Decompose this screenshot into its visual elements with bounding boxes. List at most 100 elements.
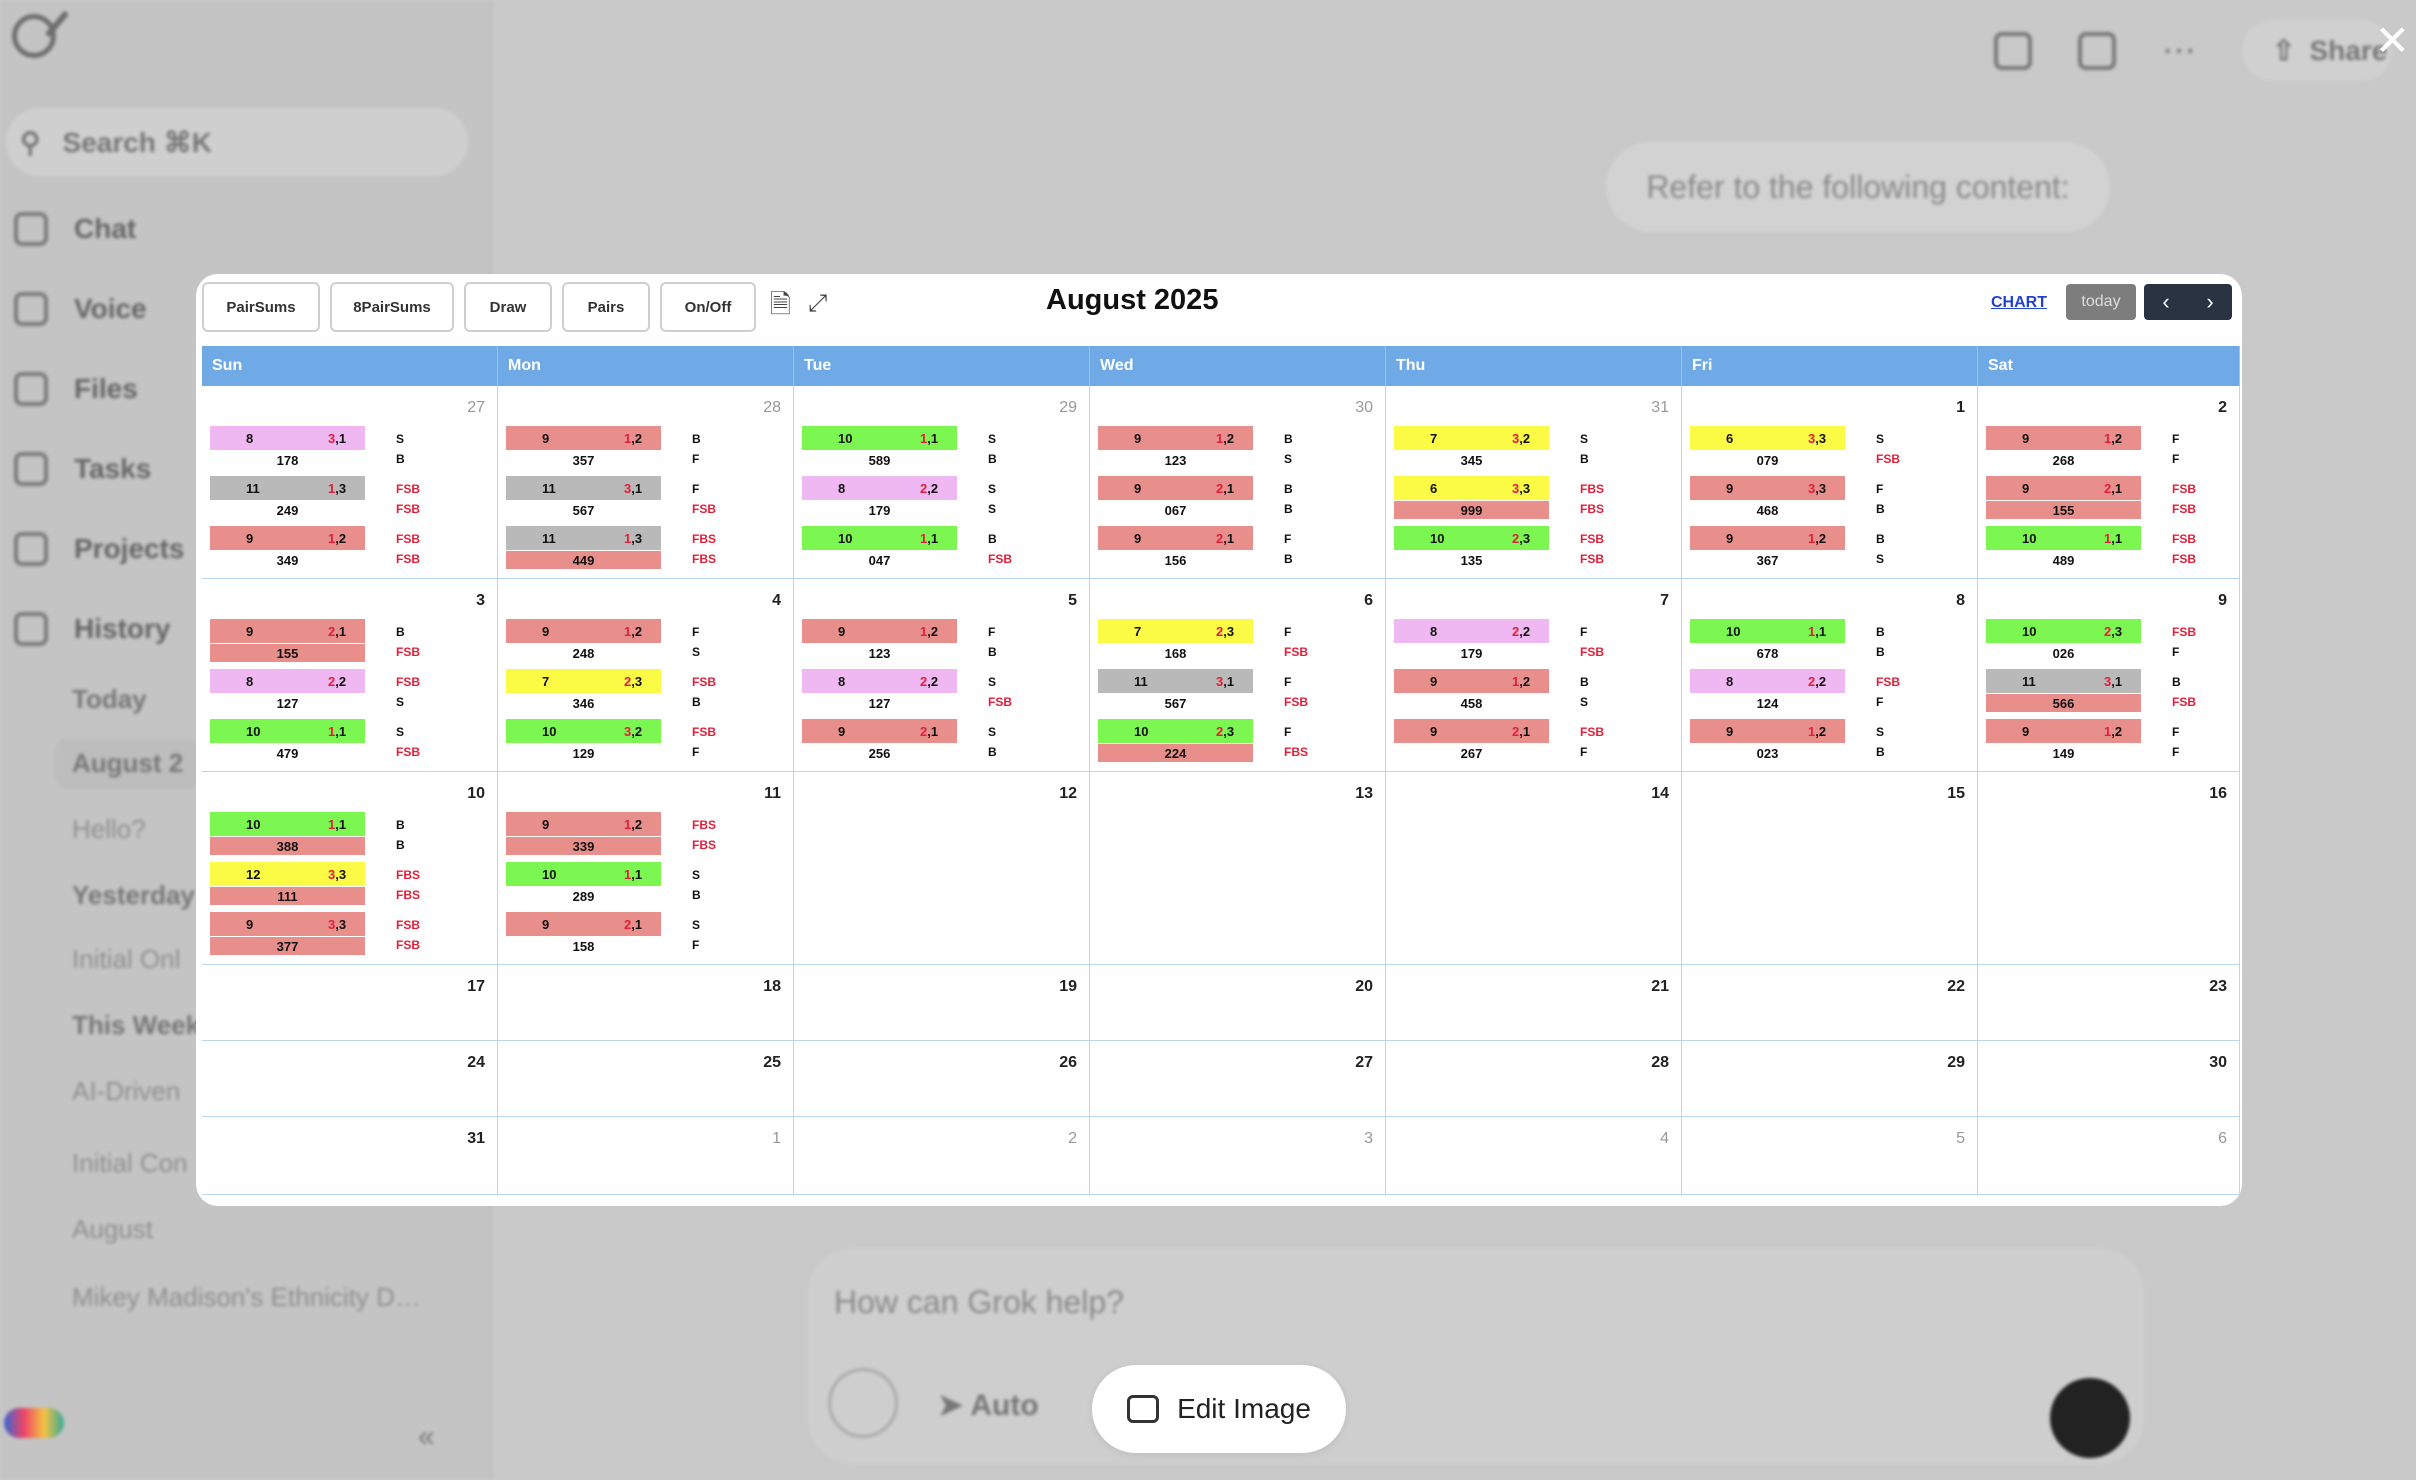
more-icon[interactable]: ⋯ [2162, 31, 2196, 70]
calendar-event[interactable]: 8 2,2 127 S FSB [802, 669, 1012, 711]
day-cell[interactable]: 1 [498, 1117, 794, 1195]
voice-mode-button[interactable] [2050, 1378, 2130, 1458]
history-item[interactable]: Initial Onl [72, 944, 181, 974]
pin-icon[interactable] [2078, 31, 2116, 70]
calendar-event[interactable]: 9 2,1 155 FSB FSB [1986, 476, 2196, 519]
day-cell[interactable]: 12 [794, 772, 1090, 965]
calendar-event[interactable]: 9 3,3 468 F B [1690, 476, 1885, 518]
history-item[interactable]: Initial Con [72, 1148, 188, 1178]
calendar-event[interactable]: 9 1,2 149 F F [1986, 719, 2179, 761]
composer[interactable]: How can Grok help? ➤ Auto [808, 1248, 2144, 1464]
day-cell[interactable]: 4 9 1,2 248 F S 7 2,3 346 FSB B 10 3,2 129 FSB F [498, 579, 794, 772]
sidebar-item-projects[interactable]: Projects [14, 532, 185, 566]
day-cell[interactable]: 17 [202, 965, 498, 1041]
calendar-event[interactable]: 12 3,3 111 FBS FBS [210, 862, 420, 905]
document-icon[interactable]: 🗎 [770, 289, 791, 319]
today-button[interactable]: today [2066, 284, 2136, 320]
share-button[interactable]: ⇧ Share [2242, 20, 2392, 81]
day-cell[interactable]: 6 7 2,3 168 F FSB 11 3,1 567 F FSB 10 2,3 224 F FBS [1090, 579, 1386, 772]
calendar-event[interactable]: 10 1,1 479 S FSB [210, 719, 420, 761]
day-cell[interactable]: 13 [1090, 772, 1386, 965]
day-cell[interactable]: 4 [1386, 1117, 1682, 1195]
calendar-event[interactable]: 9 2,1 156 F B [1098, 526, 1293, 568]
day-cell[interactable]: 29 10 1,1 589 S B 8 2,2 179 S S 10 1,1 047 B FSB [794, 386, 1090, 579]
fullscreen-icon[interactable]: ⤢ [808, 290, 828, 317]
calendar-event[interactable]: 10 1,1 678 B B [1690, 619, 1885, 661]
day-cell[interactable]: 11 9 1,2 339 FBS FBS 10 1,1 289 S B 9 2,1 158 S F [498, 772, 794, 965]
day-cell[interactable]: 1 6 3,3 079 S FSB 9 3,3 468 F B 9 1,2 367 B S [1682, 386, 1978, 579]
day-cell[interactable]: 26 [794, 1041, 1090, 1117]
pairsums-button[interactable]: PairSums [202, 282, 320, 332]
history-item[interactable]: Hello? [72, 814, 146, 844]
day-cell[interactable]: 3 [1090, 1117, 1386, 1195]
sidebar-item-voice[interactable]: Voice [14, 292, 147, 326]
day-cell[interactable]: 5 9 1,2 123 F B 8 2,2 127 S FSB 9 2,1 256 S B [794, 579, 1090, 772]
day-cell[interactable]: 10 10 1,1 388 B B 12 3,3 111 FBS FBS 9 3,3 377 FSB FSB [202, 772, 498, 965]
day-cell[interactable]: 31 [202, 1117, 498, 1195]
calendar-event[interactable]: 9 1,2 458 B S [1394, 669, 1589, 711]
day-cell[interactable]: 19 [794, 965, 1090, 1041]
draw-button[interactable]: Draw [464, 282, 552, 332]
calendar-event[interactable]: 11 3,1 567 F FSB [1098, 669, 1308, 711]
day-cell[interactable]: 9 10 2,3 026 FSB F 11 3,1 566 B FSB 9 1,2 149 F F [1978, 579, 2240, 772]
composer-input[interactable]: How can Grok help? [834, 1284, 1124, 1320]
calendar-event[interactable]: 9 2,1 067 B B [1098, 476, 1293, 518]
chart-link[interactable]: CHART [1991, 294, 2047, 311]
sidebar-item-files[interactable]: Files [14, 372, 138, 406]
calendar-event[interactable]: 9 3,3 377 FSB FSB [210, 912, 420, 955]
history-item[interactable]: August 2 [54, 738, 202, 789]
sidebar-item-tasks[interactable]: Tasks [14, 452, 151, 486]
calendar-event[interactable]: 11 1,3 449 FBS FBS [506, 526, 716, 569]
day-cell[interactable]: 3 9 2,1 155 B FSB 8 2,2 127 FSB S 10 1,1 479 S FSB [202, 579, 498, 772]
day-cell[interactable]: 24 [202, 1041, 498, 1117]
day-cell[interactable]: 2 9 1,2 268 F F 9 2,1 155 FSB FSB 10 1,1 489 FSB FSB [1978, 386, 2240, 579]
edit-icon[interactable] [1994, 31, 2032, 70]
calendar-event[interactable]: 10 2,3 224 F FBS [1098, 719, 1308, 762]
day-cell[interactable]: 2 [794, 1117, 1090, 1195]
avatar[interactable] [4, 1408, 64, 1438]
day-cell[interactable]: 28 [1386, 1041, 1682, 1117]
calendar-event[interactable]: 10 1,1 047 B FSB [802, 526, 1012, 568]
calendar-event[interactable]: 9 1,2 123 F B [802, 619, 997, 661]
calendar-event[interactable]: 9 1,2 339 FBS FBS [506, 812, 716, 855]
calendar-event[interactable]: 6 3,3 079 S FSB [1690, 426, 1900, 468]
calendar-event[interactable]: 10 1,1 489 FSB FSB [1986, 526, 2196, 568]
search-input[interactable]: ⚲ Search ⌘K [6, 108, 468, 176]
day-cell[interactable]: 8 10 1,1 678 B B 8 2,2 124 FSB F 9 1,2 023 S B [1682, 579, 1978, 772]
day-cell[interactable]: 27 8 3,1 178 S B 11 1,3 249 FSB FSB 9 1,2 349 FSB FSB [202, 386, 498, 579]
calendar-event[interactable]: 11 1,3 249 FSB FSB [210, 476, 420, 518]
calendar-event[interactable]: 7 2,3 346 FSB B [506, 669, 716, 711]
model-selector[interactable]: ➤ Auto [938, 1388, 1039, 1423]
calendar-event[interactable]: 7 2,3 168 F FSB [1098, 619, 1308, 661]
calendar-event[interactable]: 9 1,2 349 FSB FSB [210, 526, 420, 568]
history-item[interactable]: August [72, 1214, 153, 1244]
collapse-sidebar-icon[interactable]: « [418, 1420, 435, 1453]
history-item[interactable]: AI-Driven [72, 1076, 181, 1106]
calendar-event[interactable]: 9 2,1 158 S F [506, 912, 700, 954]
calendar-event[interactable]: 9 2,1 155 B FSB [210, 619, 420, 662]
day-cell[interactable]: 7 8 2,2 179 F FSB 9 1,2 458 B S 9 2,1 267 FSB F [1386, 579, 1682, 772]
calendar-event[interactable]: 8 2,2 179 S S [802, 476, 996, 518]
calendar-event[interactable]: 9 1,2 248 F S [506, 619, 700, 661]
day-cell[interactable]: 16 [1978, 772, 2240, 965]
edit-image-button[interactable]: Edit Image [1092, 1365, 1346, 1453]
day-cell[interactable]: 23 [1978, 965, 2240, 1041]
calendar-event[interactable]: 6 3,3 999 FBS FBS [1394, 476, 1604, 519]
calendar-event[interactable]: 9 2,1 256 S B [802, 719, 997, 761]
sidebar-item-history[interactable]: History [14, 612, 170, 646]
day-cell[interactable]: 25 [498, 1041, 794, 1117]
calendar-event[interactable]: 8 3,1 178 S B [210, 426, 405, 468]
day-cell[interactable]: 30 [1978, 1041, 2240, 1117]
calendar-event[interactable]: 9 2,1 267 FSB F [1394, 719, 1604, 761]
prev-month-button[interactable]: ‹ [2162, 289, 2170, 314]
calendar-event[interactable]: 9 1,2 357 B F [506, 426, 701, 468]
day-cell[interactable]: 27 [1090, 1041, 1386, 1117]
calendar-event[interactable]: 10 1,1 388 B B [210, 812, 405, 855]
day-cell[interactable]: 22 [1682, 965, 1978, 1041]
day-cell[interactable]: 30 9 1,2 123 B S 9 2,1 067 B B 9 2,1 156 F B [1090, 386, 1386, 579]
day-cell[interactable]: 5 [1682, 1117, 1978, 1195]
calendar-event[interactable]: 10 2,3 135 FSB FSB [1394, 526, 1604, 568]
calendar-event[interactable]: 8 2,2 127 FSB S [210, 669, 420, 711]
close-icon[interactable]: ✕ [2374, 17, 2410, 64]
day-cell[interactable]: 18 [498, 965, 794, 1041]
